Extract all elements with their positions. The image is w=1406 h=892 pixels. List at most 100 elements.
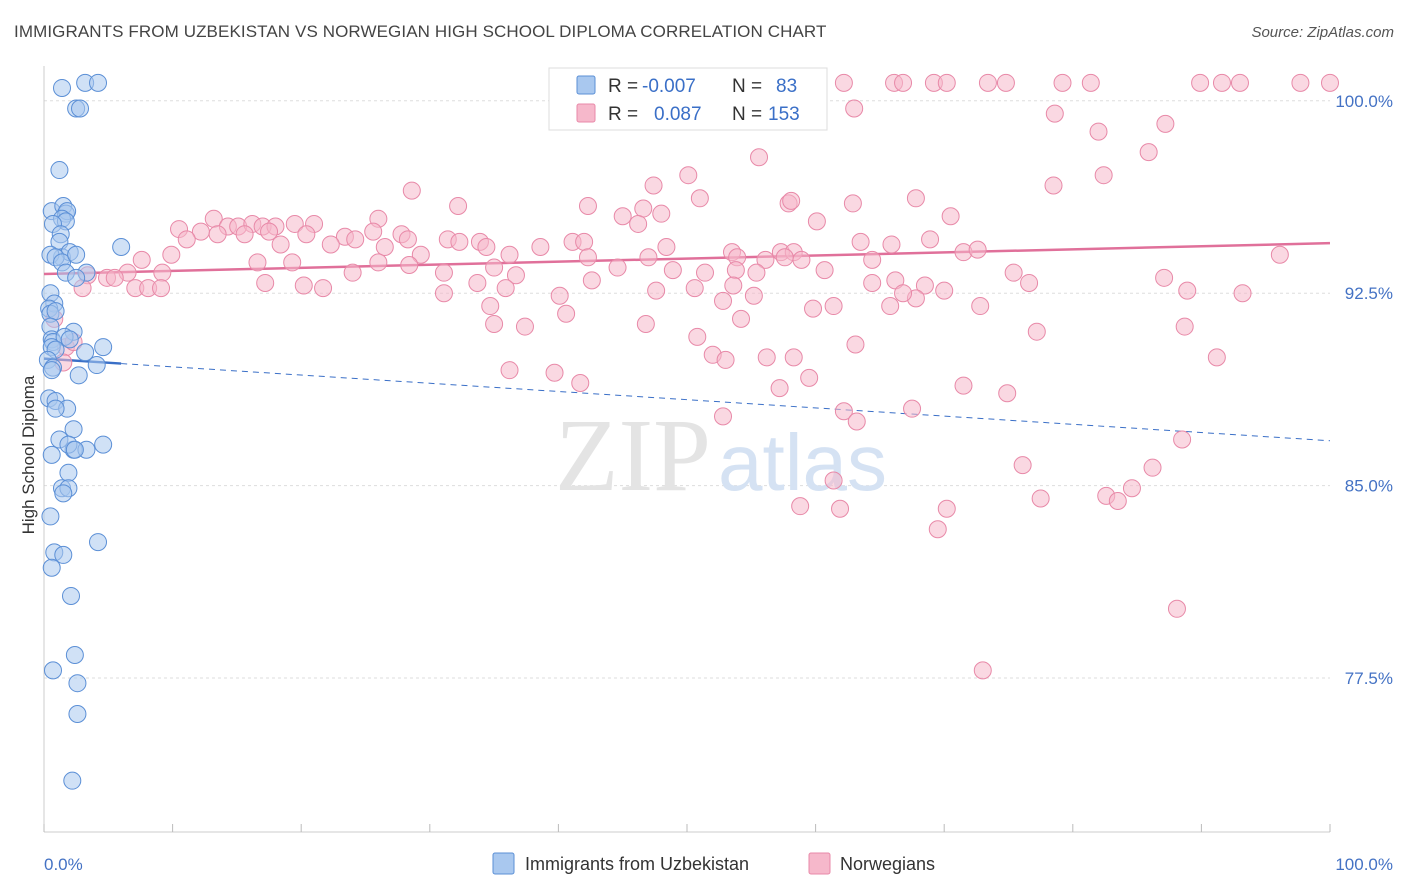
data-point-norwegians xyxy=(477,238,496,257)
data-point-uzbekistan xyxy=(76,343,95,362)
data-point-norwegians xyxy=(696,263,715,282)
data-point-uzbekistan xyxy=(41,507,60,526)
data-point-uzbekistan xyxy=(44,661,63,680)
data-point-norwegians xyxy=(346,230,365,249)
data-point-norwegians xyxy=(177,230,196,249)
data-point-norwegians xyxy=(297,225,316,244)
data-point-norwegians xyxy=(485,258,504,277)
data-point-norwegians xyxy=(716,350,735,369)
data-point-norwegians xyxy=(973,661,992,680)
data-point-norwegians xyxy=(1270,245,1289,264)
data-point-uzbekistan xyxy=(54,484,73,503)
data-point-norwegians xyxy=(152,279,171,298)
data-point-norwegians xyxy=(732,309,751,328)
data-point-uzbekistan xyxy=(46,399,65,418)
data-point-norwegians xyxy=(557,304,576,323)
legend-row2-n-label: N = xyxy=(732,104,762,125)
data-point-uzbekistan xyxy=(59,463,78,482)
data-point-norwegians xyxy=(824,471,843,490)
data-point-norwegians xyxy=(954,376,973,395)
watermark-zip: ZIP xyxy=(555,398,711,513)
data-point-norwegians xyxy=(1020,273,1039,292)
y-tick-label: 77.5% xyxy=(1345,669,1393,688)
data-point-norwegians xyxy=(921,230,940,249)
data-point-uzbekistan xyxy=(42,361,61,380)
data-point-norwegians xyxy=(747,263,766,282)
data-point-norwegians xyxy=(608,258,627,277)
data-point-norwegians xyxy=(248,253,267,272)
data-point-norwegians xyxy=(639,248,658,267)
data-point-norwegians xyxy=(235,225,254,244)
data-point-norwegians xyxy=(845,99,864,118)
data-point-norwegians xyxy=(894,284,913,303)
data-point-norwegians xyxy=(744,286,763,305)
data-point-norwegians xyxy=(496,279,515,298)
data-point-norwegians xyxy=(834,73,853,92)
data-point-norwegians xyxy=(647,281,666,300)
data-point-norwegians xyxy=(481,297,500,316)
data-point-uzbekistan xyxy=(67,245,86,264)
data-point-norwegians xyxy=(941,207,960,226)
data-point-norwegians xyxy=(724,276,743,295)
data-point-uzbekistan xyxy=(67,268,86,287)
data-point-norwegians xyxy=(690,189,709,208)
data-point-uzbekistan xyxy=(62,586,81,605)
data-point-norwegians xyxy=(1156,114,1175,133)
data-point-norwegians xyxy=(824,297,843,316)
data-point-norwegians xyxy=(657,238,676,257)
data-point-norwegians xyxy=(784,348,803,367)
data-point-norwegians xyxy=(636,315,655,333)
data-point-norwegians xyxy=(815,261,834,280)
data-point-norwegians xyxy=(863,273,882,292)
data-point-norwegians xyxy=(545,363,564,382)
data-point-norwegians xyxy=(1013,456,1032,475)
data-point-norwegians xyxy=(1291,73,1310,92)
data-point-norwegians xyxy=(663,261,682,280)
data-point-uzbekistan xyxy=(68,704,87,723)
data-point-norwegians xyxy=(1004,263,1023,282)
data-point-uzbekistan xyxy=(89,73,108,92)
data-point-norwegians xyxy=(928,520,947,539)
data-point-norwegians xyxy=(937,73,956,92)
data-point-norwegians xyxy=(1167,599,1186,618)
data-point-norwegians xyxy=(434,263,453,282)
data-point-norwegians xyxy=(321,235,340,254)
data-point-norwegians xyxy=(105,268,124,287)
data-point-norwegians xyxy=(978,73,997,92)
data-point-norwegians xyxy=(1178,281,1197,300)
data-point-norwegians xyxy=(369,253,388,272)
y-tick-label: 92.5% xyxy=(1345,284,1393,303)
data-point-norwegians xyxy=(283,253,302,272)
data-point-norwegians xyxy=(1230,73,1249,92)
data-point-uzbekistan xyxy=(89,533,108,552)
data-point-norwegians xyxy=(294,276,313,295)
data-point-norwegians xyxy=(935,281,954,300)
watermark: ZIP atlas xyxy=(555,398,887,513)
data-point-norwegians xyxy=(1122,479,1141,498)
series-norwegians-points xyxy=(45,73,1339,680)
legend-row2-r-label: R = xyxy=(608,104,638,125)
x-tick-label-max: 100.0% xyxy=(1335,855,1393,874)
data-point-norwegians xyxy=(937,499,956,518)
data-point-norwegians xyxy=(782,191,801,210)
data-point-norwegians xyxy=(1094,166,1113,185)
data-point-norwegians xyxy=(800,368,819,387)
data-point-norwegians xyxy=(515,317,534,336)
data-point-norwegians xyxy=(613,207,632,226)
data-point-uzbekistan xyxy=(94,435,113,454)
data-point-norwegians xyxy=(1191,73,1210,92)
y-tick-label: 100.0% xyxy=(1335,92,1393,111)
data-point-norwegians xyxy=(1212,73,1231,92)
data-point-uzbekistan xyxy=(60,330,79,349)
trend-line-norwegians xyxy=(43,241,1331,276)
data-point-norwegians xyxy=(256,273,275,292)
data-point-norwegians xyxy=(968,240,987,259)
bottom-legend-swatch-pink xyxy=(808,852,831,875)
data-point-norwegians xyxy=(578,248,597,267)
data-point-uzbekistan xyxy=(46,302,65,321)
data-point-norwegians xyxy=(1027,322,1046,341)
data-point-uzbekistan xyxy=(64,420,83,439)
data-point-norwegians xyxy=(402,181,421,200)
data-point-norwegians xyxy=(1143,458,1162,477)
data-point-norwegians xyxy=(846,335,865,354)
